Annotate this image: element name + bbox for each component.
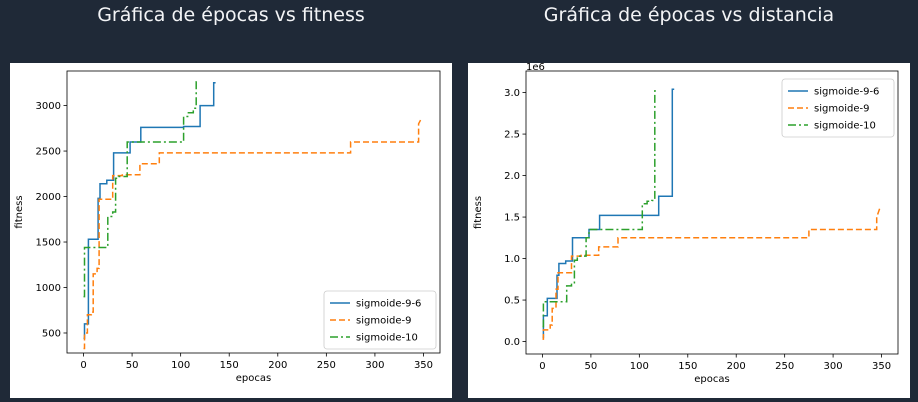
legend-label: sigmoide-10 [814,121,876,132]
plot-frame [66,70,441,354]
legend-box [781,78,895,138]
legend-box [323,290,437,350]
x-tick-label: 150 [220,360,239,371]
x-tick-label: 200 [268,360,287,371]
chart-panel-fitness: 0 50 100 150 200 250 300 350 500 1000 1500 2000 2500… [10,63,452,398]
y-tick-label: 1.0 [504,254,520,265]
x-tick-label: 250 [317,360,336,371]
y-tick-label: 3000 [36,101,61,112]
x-tick-label: 350 [414,360,433,371]
chart-distancia: 0 50 100 150 200 250 300 350 0.0 0.5 1.0 1.5 2.0 2.5 3… [473,63,899,385]
y-tick-label: 1000 [36,283,61,294]
y-tick-label: 2.0 [504,171,520,182]
x-axis-label: epocas [694,374,729,385]
x-tick-label: 300 [824,361,843,372]
x-tick-label: 50 [585,361,598,372]
y-tick-label: 0.0 [504,337,520,348]
series-line-sigmoide-9-6 [542,88,675,339]
x-tick-label: 300 [365,360,384,371]
legend-label: sigmoide-9 [814,104,869,115]
series-line-sigmoide-9-6 [83,82,216,340]
chart-panel-distancia: 0 50 100 150 200 250 300 350 0.0 0.5 1.0 1.5 2.0 2.5 3… [468,63,910,398]
y-tick-label: 0.5 [504,296,520,307]
x-tick-label: 50 [126,360,139,371]
chart-fitness: 0 50 100 150 200 250 300 350 500 1000 1500 2000 2500… [14,70,441,384]
chart-title-fitness: Gráfica de épocas vs fitness [97,4,365,26]
y-tick-label: 500 [42,328,61,339]
y-tick-label: 1500 [36,238,61,249]
y-axis-label: fitness [14,195,25,228]
y-axis-label: fitness [473,196,484,229]
y-tick-label: 2500 [36,147,61,158]
y-tick-label: 2000 [36,192,61,203]
x-tick-label: 0 [80,360,86,371]
x-tick-label: 150 [678,361,697,372]
y-tick-label: 1.5 [504,213,520,224]
series-line-sigmoide-10 [542,90,656,328]
x-tick-label: 350 [872,361,891,372]
legend-label: sigmoide-10 [356,333,418,344]
chart-title-distancia: Gráfica de épocas vs distancia [543,4,835,26]
x-tick-label: 0 [539,361,545,372]
x-axis-label: epocas [236,373,271,384]
legend-label: sigmoide-9-6 [356,299,421,310]
legend-label: sigmoide-9-6 [814,87,879,98]
series-line-sigmoide-10 [83,81,198,298]
x-tick-label: 100 [630,361,649,372]
legend-label: sigmoide-9 [356,316,411,327]
x-tick-label: 200 [727,361,746,372]
plot-frame [525,70,899,355]
y-offset-text: 1e6 [526,63,545,73]
x-tick-label: 100 [171,360,190,371]
series-line-sigmoide-9 [83,117,423,350]
series-line-sigmoide-9 [542,208,881,340]
x-tick-label: 250 [775,361,794,372]
y-tick-label: 3.0 [504,88,520,99]
y-tick-label: 2.5 [504,130,520,141]
